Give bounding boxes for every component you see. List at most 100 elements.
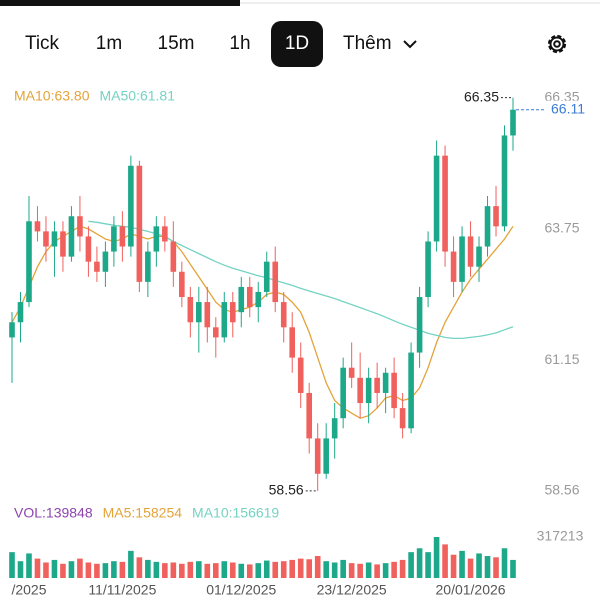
volume-bar — [348, 563, 355, 578]
candle-body — [179, 271, 185, 298]
volume-tick-label: 317213 — [537, 528, 584, 544]
volume-bar — [238, 563, 245, 578]
candle-body — [68, 216, 75, 257]
candle-body — [246, 286, 253, 308]
candle-body — [111, 226, 117, 252]
x-tick-label: 11/11/2025 — [88, 582, 156, 598]
volume-bar — [459, 550, 465, 578]
volume-legend-entry: MA5:158254 — [103, 505, 183, 521]
volume-bar — [162, 563, 168, 578]
last-price-label: 66.11 — [551, 100, 585, 116]
volume-bar — [196, 561, 202, 578]
candle-body — [136, 165, 143, 282]
candle-body — [493, 206, 499, 227]
candle-body — [399, 408, 406, 429]
candle-body — [459, 236, 465, 282]
volume-bar — [476, 553, 482, 578]
volume-bar — [357, 563, 363, 578]
candle-body — [94, 261, 100, 272]
candle-body — [314, 438, 321, 474]
candle-body — [442, 155, 448, 252]
volume-bar — [450, 554, 457, 578]
settings-icon[interactable] — [547, 34, 567, 54]
volume-bar — [289, 559, 296, 578]
candle-body — [331, 418, 338, 439]
candle-body — [170, 241, 177, 272]
volume-bar — [128, 550, 134, 578]
volume-legend-entry: VOL:139848 — [14, 505, 93, 521]
candle-body — [204, 302, 211, 328]
candle-body — [212, 327, 219, 338]
volume-bar — [60, 563, 66, 578]
volume-bar — [43, 562, 49, 578]
legend-entry: MA50:61.81 — [100, 88, 176, 104]
candle-body — [425, 241, 431, 298]
candle-body — [26, 221, 32, 303]
volume-bar — [501, 548, 508, 578]
y-tick-label: 66.35 — [544, 88, 579, 104]
candle-body — [263, 261, 270, 292]
tab[interactable]: Tick — [25, 33, 60, 54]
progress-bar — [0, 0, 240, 6]
tab-selected[interactable]: 1D — [285, 33, 309, 54]
candle-body — [17, 302, 24, 323]
volume-bar — [34, 558, 41, 578]
volume-bar — [153, 561, 160, 578]
volume-bar — [280, 561, 287, 578]
candle-body — [510, 109, 516, 136]
candle-body — [128, 165, 134, 247]
volume-bar — [119, 561, 126, 578]
volume-bar — [179, 563, 185, 578]
candle-body — [323, 438, 329, 474]
candle-body — [153, 226, 160, 252]
candle-body — [272, 261, 279, 303]
volume-bar — [399, 559, 406, 578]
tab[interactable]: 15m — [158, 33, 195, 54]
volume-bar — [306, 559, 313, 578]
candle-body — [501, 135, 508, 227]
volume-bar — [9, 552, 15, 578]
candle-body — [60, 231, 66, 257]
candle-body — [187, 297, 194, 323]
candle-body — [85, 236, 92, 262]
volume-bar — [221, 561, 228, 578]
volume-bar — [229, 562, 236, 578]
candle-body — [145, 251, 151, 282]
volume-bar — [391, 561, 397, 578]
x-tick-label: 20/01/2026 — [436, 582, 506, 598]
x-tick-label: /2025 — [11, 582, 46, 598]
candle-body — [348, 367, 355, 378]
candle-body — [382, 372, 389, 393]
volume-bar — [111, 561, 117, 578]
candle-body — [450, 251, 457, 282]
volume-bar — [331, 562, 338, 578]
legend-entry: MA10:63.80 — [14, 88, 90, 104]
volume-bar — [323, 561, 329, 578]
tab[interactable]: 1m — [96, 33, 122, 54]
x-tick-label: 01/12/2025 — [206, 582, 276, 598]
tab[interactable]: 1h — [229, 33, 250, 54]
more-menu[interactable]: Thêm — [343, 33, 392, 54]
volume-bar — [433, 537, 440, 578]
candle-body — [102, 251, 109, 272]
volume-bar — [85, 562, 92, 578]
candle-body — [433, 155, 440, 242]
candle-body — [51, 231, 58, 247]
volume-bar — [493, 557, 499, 578]
high-label: 66.35 — [464, 88, 499, 104]
candle-body — [196, 302, 202, 323]
volume-bar — [17, 561, 24, 578]
volume-bar — [484, 556, 491, 578]
volume-bar — [136, 557, 143, 578]
volume-bar — [416, 548, 423, 578]
x-tick-label: 23/12/2025 — [317, 582, 387, 598]
candle-body — [357, 377, 363, 404]
candle-body — [289, 327, 296, 358]
candle-body — [77, 216, 83, 237]
y-tick-label: 58.56 — [544, 482, 579, 498]
ma-line — [88, 220, 514, 340]
candle-body — [238, 286, 245, 313]
volume-bar — [204, 563, 211, 578]
volume-bar — [263, 560, 270, 578]
volume-bar — [94, 563, 100, 578]
